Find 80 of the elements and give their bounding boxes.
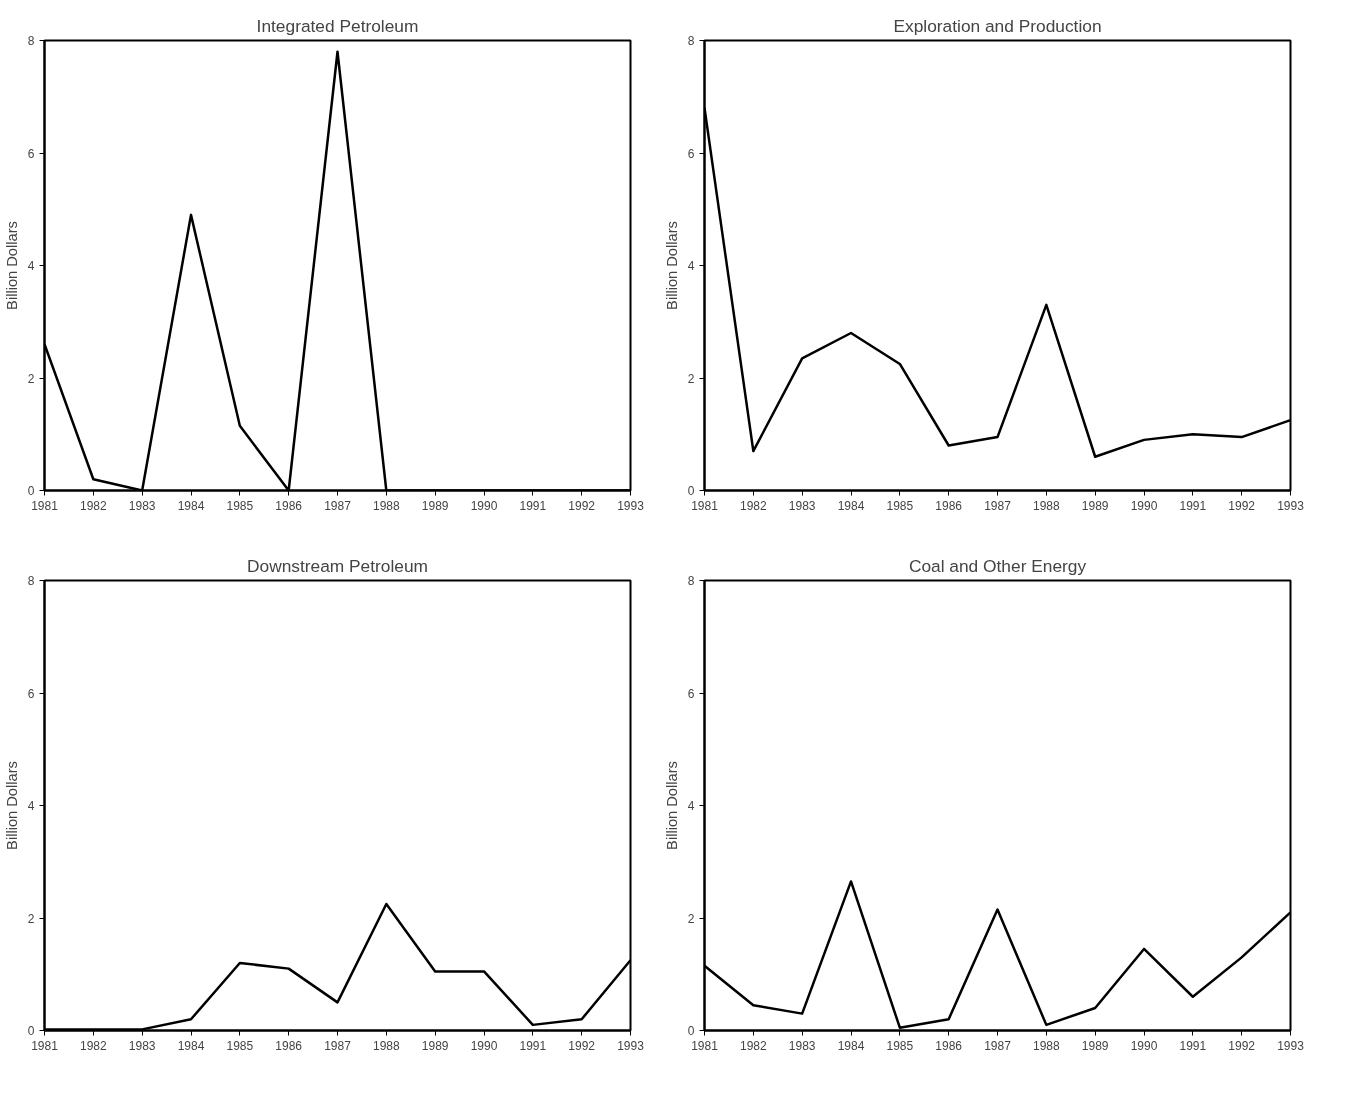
x-tick-label: 1985 <box>226 498 254 513</box>
x-tick-label: 1983 <box>128 1038 156 1053</box>
x-tick-label: 1987 <box>984 498 1012 513</box>
y-tick-label: 4 <box>687 259 695 273</box>
x-tick-label: 1986 <box>275 498 303 513</box>
chart-title: Coal and Other Energy <box>908 555 1087 576</box>
x-tick-label: 1984 <box>177 498 205 513</box>
x-tick-label: 1993 <box>1277 498 1305 513</box>
x-tick-label: 1989 <box>421 1038 449 1053</box>
y-tick-label: 0 <box>687 484 695 498</box>
x-tick-label: 1993 <box>617 1038 645 1053</box>
chart-title: Exploration and Production <box>893 15 1102 36</box>
x-tick-label: 1982 <box>79 498 108 513</box>
y-axis-title: Billion Dollars <box>3 221 20 310</box>
y-tick-label: 8 <box>687 34 695 48</box>
y-tick-label: 0 <box>27 484 35 498</box>
x-tick-label: 1984 <box>177 1038 205 1053</box>
y-tick-label: 2 <box>687 911 695 926</box>
x-tick-label: 1985 <box>226 1038 254 1053</box>
x-tick-label: 1993 <box>1277 1038 1305 1053</box>
x-tick-label: 1986 <box>935 498 963 513</box>
x-tick-label: 1991 <box>519 1038 547 1053</box>
x-tick-label: 1982 <box>79 1038 108 1053</box>
y-axis-title: Billion Dollars <box>3 761 20 850</box>
x-tick-label: 1989 <box>1081 1038 1109 1053</box>
x-tick-label: 1991 <box>1179 1038 1207 1053</box>
x-tick-label: 1981 <box>31 498 59 513</box>
x-tick-label: 1983 <box>788 498 816 513</box>
x-tick-label: 1988 <box>1032 1038 1061 1053</box>
x-tick-label: 1992 <box>1228 1038 1256 1053</box>
chart-title: Downstream Petroleum <box>246 555 429 576</box>
x-tick-label: 1981 <box>31 1038 59 1053</box>
y-tick-label: 6 <box>27 686 35 701</box>
x-tick-label: 1989 <box>421 498 449 513</box>
y-tick-label: 6 <box>687 146 695 161</box>
y-tick-label: 8 <box>27 574 35 588</box>
x-tick-label: 1989 <box>1081 498 1109 513</box>
x-tick-label: 1991 <box>1179 498 1207 513</box>
y-tick-label: 6 <box>27 146 35 161</box>
y-tick-label: 2 <box>27 911 35 926</box>
x-tick-label: 1984 <box>837 1038 865 1053</box>
x-tick-label: 1992 <box>568 498 596 513</box>
x-tick-label: 1988 <box>372 498 401 513</box>
x-tick-label: 1987 <box>324 498 352 513</box>
x-tick-label: 1993 <box>617 498 645 513</box>
x-tick-label: 1992 <box>1228 498 1256 513</box>
y-tick-label: 2 <box>687 371 695 386</box>
x-tick-label: 1983 <box>788 1038 816 1053</box>
x-tick-label: 1990 <box>470 498 498 513</box>
y-tick-label: 8 <box>27 34 35 48</box>
x-tick-label: 1986 <box>275 1038 303 1053</box>
chart-title: Integrated Petroleum <box>256 15 419 36</box>
x-tick-label: 1990 <box>470 1038 498 1053</box>
x-tick-label: 1987 <box>984 1038 1012 1053</box>
x-tick-label: 1987 <box>324 1038 352 1053</box>
x-tick-label: 1986 <box>935 1038 963 1053</box>
x-tick-label: 1988 <box>372 1038 401 1053</box>
x-tick-label: 1991 <box>519 498 547 513</box>
x-tick-label: 1990 <box>1130 498 1158 513</box>
x-tick-label: 1982 <box>739 498 768 513</box>
y-axis-title: Billion Dollars <box>663 221 680 310</box>
x-tick-label: 1981 <box>691 1038 719 1053</box>
x-tick-label: 1983 <box>128 498 156 513</box>
x-tick-label: 1985 <box>886 1038 914 1053</box>
y-tick-label: 4 <box>27 799 35 813</box>
x-tick-label: 1988 <box>1032 498 1061 513</box>
x-tick-label: 1984 <box>837 498 865 513</box>
x-tick-label: 1990 <box>1130 1038 1158 1053</box>
y-axis-title: Billion Dollars <box>663 761 680 850</box>
y-tick-label: 0 <box>687 1024 695 1038</box>
x-tick-label: 1992 <box>568 1038 596 1053</box>
y-tick-label: 2 <box>27 371 35 386</box>
x-tick-label: 1982 <box>739 1038 768 1053</box>
x-tick-label: 1981 <box>691 498 719 513</box>
x-tick-label: 1985 <box>886 498 914 513</box>
y-tick-label: 4 <box>27 259 35 273</box>
y-tick-label: 8 <box>687 574 695 588</box>
y-tick-label: 4 <box>687 799 695 813</box>
y-tick-label: 0 <box>27 1024 35 1038</box>
y-tick-label: 6 <box>687 686 695 701</box>
